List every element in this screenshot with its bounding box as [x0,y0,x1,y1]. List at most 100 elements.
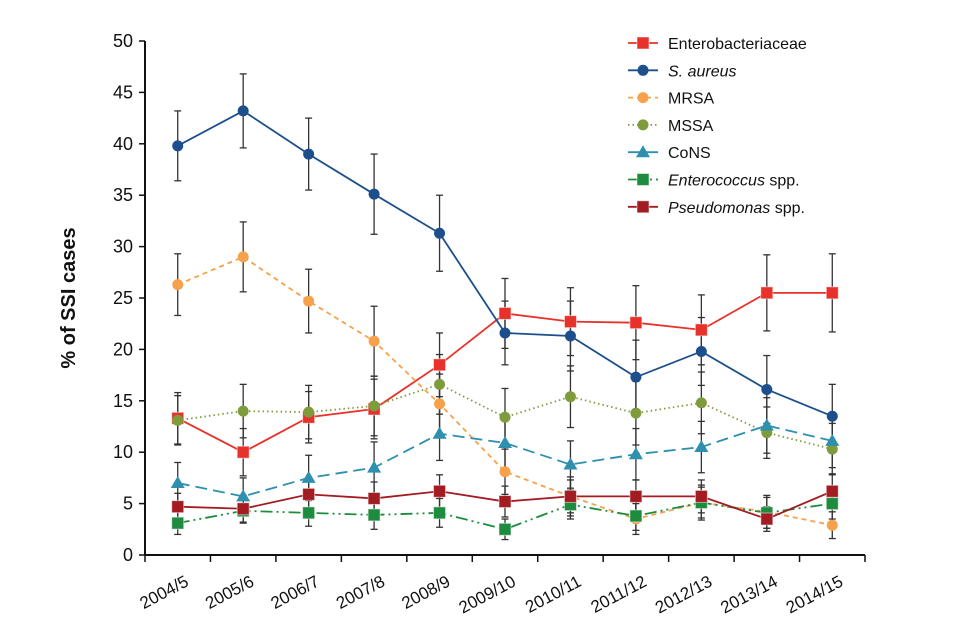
data-point [303,406,315,418]
legend: Enterobacteriaceae S. aureus MRSA MSSA CoNS E… [628,36,807,217]
legend-entry: Enterococcus spp. [628,173,800,190]
data-point [432,426,447,439]
x-tick-label: 2010/11 [522,572,584,617]
data-point [563,489,577,503]
data-point [499,466,511,478]
data-point [236,502,250,516]
data-point [695,397,707,409]
data-point [826,410,838,422]
series-lines [170,105,840,536]
data-point [694,440,709,453]
data-point [499,327,511,339]
data-point [368,335,380,347]
data-point [760,286,774,300]
data-point [629,509,643,523]
data-point [498,435,512,448]
y-tick-label: 30 [113,237,133,257]
y-tick-label: 25 [113,288,133,308]
data-point [498,495,512,509]
legend-entry: CoNS [628,145,711,162]
y-tick-label: 20 [113,339,133,359]
legend-entry: Pseudomonas spp. [628,200,805,217]
legend-marker [637,119,649,131]
data-point [237,405,249,417]
data-point [630,371,642,383]
data-point [825,497,839,511]
y-tick-label: 0 [123,545,133,565]
data-point [694,323,708,337]
data-point [368,188,380,200]
data-point [759,418,774,431]
legend-label: Pseudomonas spp. [668,200,805,217]
series-s-aureus [172,105,838,422]
data-point [761,383,773,395]
y-tick-label: 35 [113,185,133,205]
y-axis-label: % of SSI cases [58,227,80,368]
legend-entry: Enterobacteriaceae [628,36,807,53]
legend-label-rest: MSSA [668,118,714,135]
data-point [433,358,447,372]
data-point [368,400,380,412]
legend-label: CoNS [668,145,711,162]
data-point [367,491,381,505]
x-tick-label: 2012/13 [652,572,715,618]
legend-entry: S. aureus [628,63,736,80]
data-point [433,506,447,520]
y-tick-label: 10 [113,442,133,462]
data-point [433,484,447,498]
legend-label-rest: spp. [765,173,800,190]
series-enterobacteriaceae [171,286,839,459]
y-tick-label: 40 [113,134,133,154]
x-tick-label: 2013/14 [718,572,781,618]
data-point [237,105,249,117]
legend-label-italic: S. aureus [668,63,736,80]
x-tick-label: 2014/15 [783,572,846,618]
series-cons [170,418,840,502]
legend-label: MSSA [668,118,714,135]
legend-marker [637,92,649,104]
data-point [237,251,249,263]
series-line [177,424,833,498]
data-point [171,500,185,514]
data-point [171,516,185,530]
x-tick-label: 2005/6 [202,572,257,613]
series-line [177,109,833,418]
legend-label: Enterobacteriaceae [668,36,807,53]
series-pseudomonas-spp [171,484,839,526]
data-point [695,345,707,357]
data-point [694,489,708,503]
data-point [434,378,446,390]
data-point [172,279,184,291]
data-point [302,487,316,501]
data-point [302,506,316,520]
data-point [825,286,839,300]
data-point [826,443,838,455]
data-point [303,295,315,307]
legend-entry: MRSA [628,91,715,108]
data-point [170,476,185,489]
y-tick-label: 15 [113,391,133,411]
x-tick-label: 2011/12 [588,572,650,617]
data-point [434,398,446,410]
legend-entry: MSSA [628,118,714,135]
data-point [563,457,578,470]
y-tick-label: 50 [113,31,133,51]
x-tick-label: 2009/10 [456,572,519,618]
legend-marker [636,200,650,214]
legend-marker [636,36,650,50]
data-point [564,330,576,342]
legend-label-italic: Pseudomonas [668,200,770,217]
legend-marker [637,64,649,76]
x-tick-label: 2006/7 [268,572,323,613]
data-point [628,447,643,460]
x-tick-label: 2004/5 [137,572,192,613]
series-mssa [172,378,838,455]
data-point [434,227,446,239]
data-point [563,315,577,329]
legend-marker [636,173,650,186]
legend-label-rest: CoNS [668,145,711,162]
data-point [498,306,512,320]
data-point [236,445,250,459]
data-point [825,433,840,446]
